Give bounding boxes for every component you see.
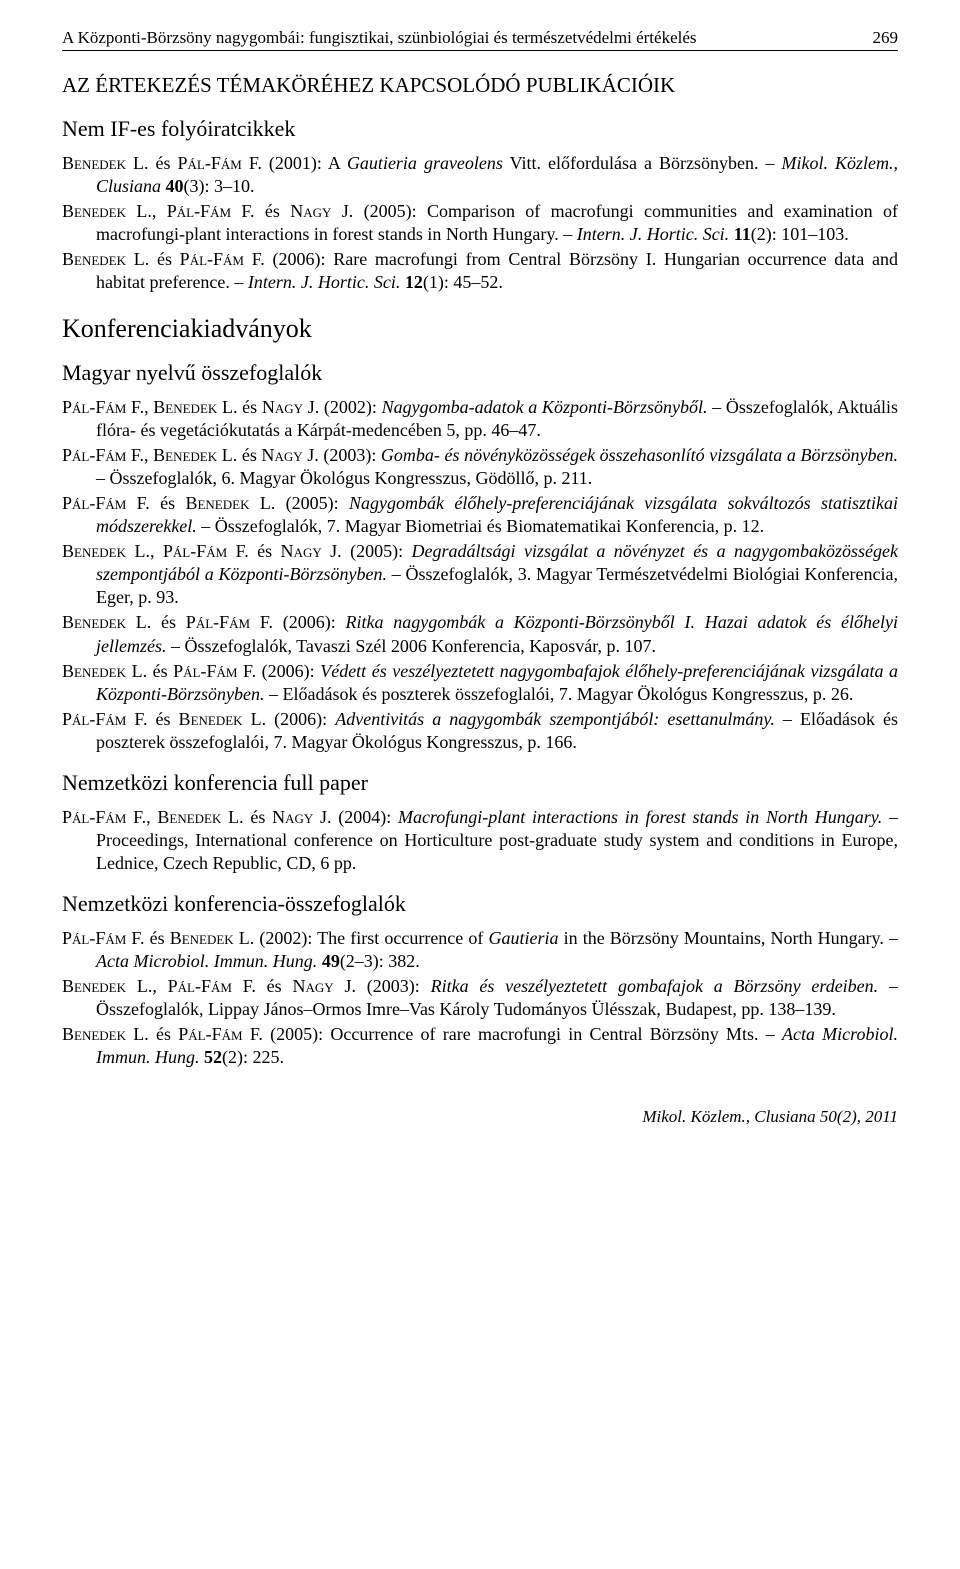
bibliography-entry: Benedek L., Pál-Fám F. és Nagy J. (2003)… xyxy=(62,975,898,1021)
bibliography-entry: Benedek L. és Pál-Fám F. (2006): Védett … xyxy=(62,660,898,706)
bibliography-entry: Pál-Fám F. és Benedek L. (2005): Nagygom… xyxy=(62,492,898,538)
full-paper-entries: Pál-Fám F., Benedek L. és Nagy J. (2004)… xyxy=(62,806,898,875)
bibliography-entry: Pál-Fám F. és Benedek L. (2006): Adventi… xyxy=(62,708,898,754)
running-head: A Központi-Börzsöny nagygombái: fungiszt… xyxy=(62,28,898,51)
bibliography-entry: Benedek L. és Pál-Fám F. (2006): Ritka n… xyxy=(62,611,898,657)
bibliography-entry: Pál-Fám F., Benedek L. és Nagy J. (2003)… xyxy=(62,444,898,490)
bibliography-entry: Benedek L., Pál-Fám F. és Nagy J. (2005)… xyxy=(62,200,898,246)
page: A Központi-Börzsöny nagygombái: fungiszt… xyxy=(0,0,960,1157)
non-if-entries: Benedek L. és Pál-Fám F. (2001): A Gauti… xyxy=(62,152,898,294)
page-number: 269 xyxy=(865,28,899,48)
section-heading: AZ ÉRTEKEZÉS TÉMAKÖRÉHEZ KAPCSOLÓDÓ PUBL… xyxy=(62,73,898,98)
magyar-entries: Pál-Fám F., Benedek L. és Nagy J. (2002)… xyxy=(62,396,898,753)
bibliography-entry: Benedek L. és Pál-Fám F. (2006): Rare ma… xyxy=(62,248,898,294)
subsection-heading: Magyar nyelvű összefoglalók xyxy=(62,360,898,386)
bibliography-entry: Pál-Fám F., Benedek L. és Nagy J. (2004)… xyxy=(62,806,898,875)
bibliography-entry: Pál-Fám F. és Benedek L. (2002): The fir… xyxy=(62,927,898,973)
page-footer: Mikol. Közlem., Clusiana 50(2), 2011 xyxy=(62,1107,898,1127)
bibliography-entry: Benedek L. és Pál-Fám F. (2001): A Gauti… xyxy=(62,152,898,198)
intl-entries: Pál-Fám F. és Benedek L. (2002): The fir… xyxy=(62,927,898,1069)
subsection-heading: Nemzetközi konferencia-összefoglalók xyxy=(62,891,898,917)
bibliography-entry: Pál-Fám F., Benedek L. és Nagy J. (2002)… xyxy=(62,396,898,442)
subsection-heading: Nem IF-es folyóiratcikkek xyxy=(62,116,898,142)
running-title: A Központi-Börzsöny nagygombái: fungiszt… xyxy=(62,28,865,48)
subsection-heading: Nemzetközi konferencia full paper xyxy=(62,770,898,796)
section-heading: Konferenciakiadványok xyxy=(62,314,898,344)
bibliography-entry: Benedek L., Pál-Fám F. és Nagy J. (2005)… xyxy=(62,540,898,609)
bibliography-entry: Benedek L. és Pál-Fám F. (2005): Occurre… xyxy=(62,1023,898,1069)
